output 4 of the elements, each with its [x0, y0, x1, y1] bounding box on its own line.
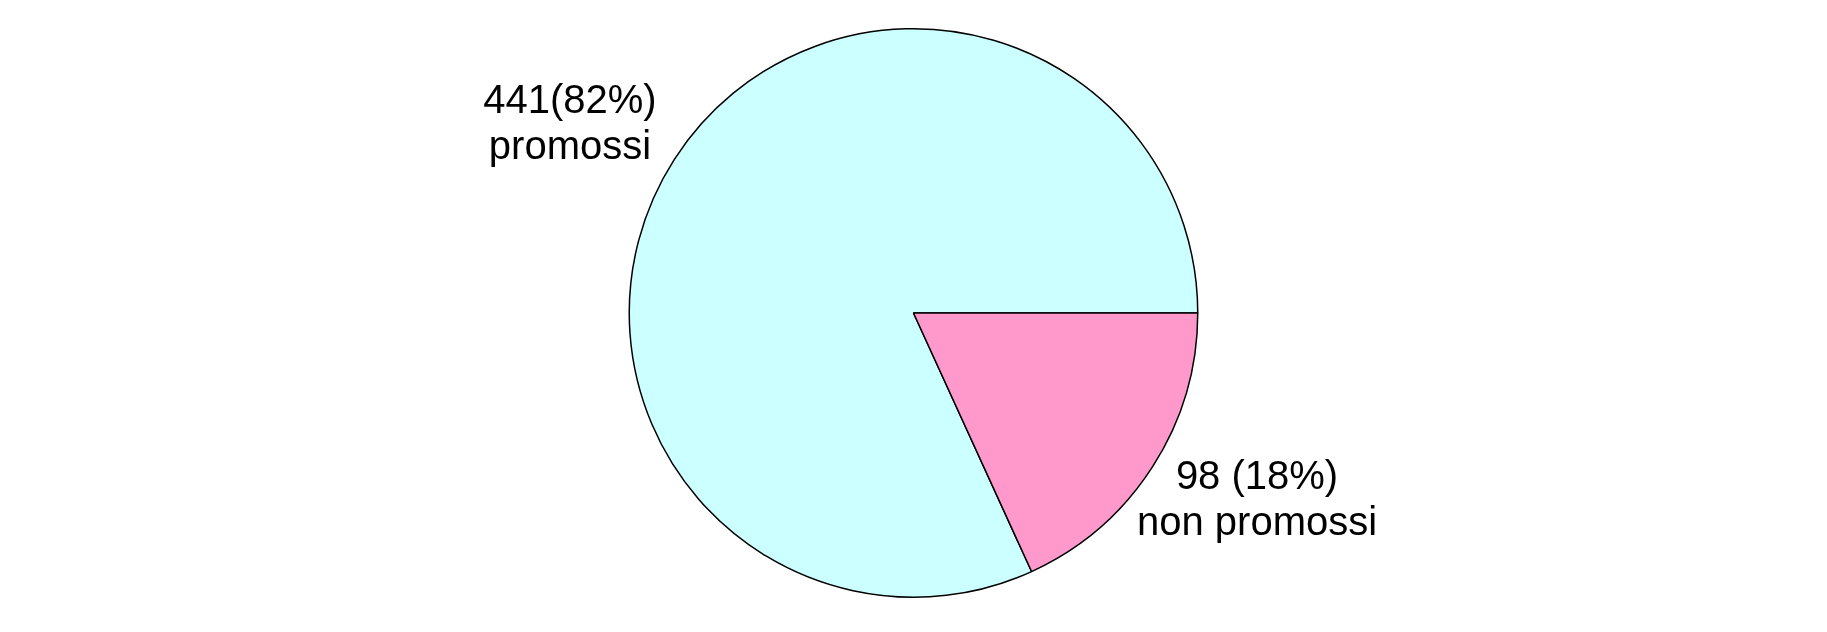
slice-label: promossi: [488, 123, 652, 168]
slice-label: non promossi: [1136, 498, 1378, 543]
data-label: 441(82%): [483, 77, 657, 122]
data-label: 98 (18%): [1175, 452, 1339, 497]
